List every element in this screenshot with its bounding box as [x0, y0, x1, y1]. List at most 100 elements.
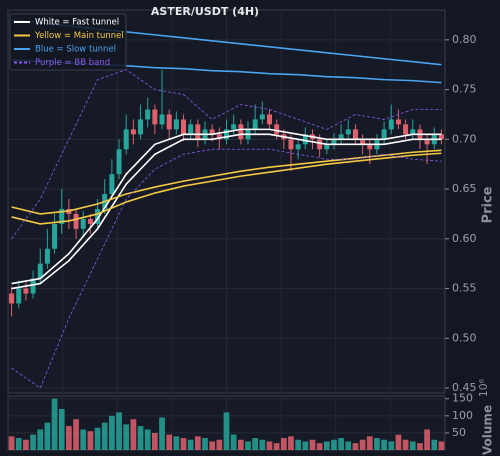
y-tick-label: 0.65 [452, 182, 477, 195]
candle-body [152, 109, 158, 125]
tunnel-line [11, 133, 442, 290]
candle-body [195, 124, 201, 140]
volume-axis-label: Volume [481, 405, 495, 455]
volume-bar [438, 441, 445, 450]
candle-body [302, 134, 308, 145]
candle-body [109, 174, 115, 195]
candle-body [188, 124, 194, 135]
legend: White = Fast tunnel Yellow = Main tunnel B… [9, 13, 127, 71]
volume-bar [295, 439, 302, 450]
volume-bar [424, 429, 430, 450]
volume-bar [280, 438, 287, 450]
volume-bar [352, 443, 359, 450]
volume-bar [166, 434, 173, 450]
legend-label: Yellow = Main tunnel [34, 31, 124, 41]
volume-bar [202, 438, 208, 450]
candle-body [295, 144, 301, 150]
candle-body [123, 129, 129, 150]
candle-body [259, 114, 265, 120]
legend-label: Blue = Slow tunnel [35, 45, 116, 55]
candle-body [331, 139, 337, 145]
volume-bar [237, 439, 244, 450]
volume-bar [87, 431, 94, 450]
tunnel-line [11, 69, 442, 240]
volume-bar [94, 427, 101, 450]
candle-body [338, 134, 344, 140]
candle-body [166, 114, 172, 130]
volume-bar [187, 439, 194, 450]
candle-body [252, 119, 258, 130]
volume-bar [101, 422, 108, 450]
y-tick-label: 0.60 [452, 232, 477, 245]
y-tick-label: 50 [452, 426, 466, 439]
volume-bar [259, 439, 266, 450]
y-tick-label: 150 [452, 392, 473, 405]
candle-body [367, 144, 373, 150]
candle-body [410, 129, 416, 135]
candle-body [216, 134, 222, 140]
tunnel-line [11, 152, 442, 225]
volume-bar [273, 443, 280, 450]
y-tick-label: 0.50 [452, 331, 477, 344]
volume-bar [216, 439, 223, 450]
volume-bar [44, 422, 51, 450]
candle-body [360, 139, 366, 145]
legend-box [9, 13, 127, 71]
candle-body [324, 144, 330, 150]
volume-bar [159, 417, 165, 450]
volume-bar [431, 439, 438, 450]
volume-bar [302, 441, 309, 450]
volume-bar [173, 436, 180, 450]
chart-title: ASTER/USDT (4H) [151, 5, 259, 18]
candle-body [317, 139, 323, 150]
candle-body [231, 124, 237, 130]
candle-body [438, 134, 444, 140]
volume-bar [109, 415, 115, 450]
marks [8, 19, 445, 450]
candle-body [181, 119, 187, 135]
volume-bar [30, 434, 36, 450]
volume-bar [245, 441, 251, 450]
volume-bar [151, 432, 158, 450]
candle-body [288, 139, 294, 150]
volume-bar [116, 412, 122, 450]
volume-bar [66, 426, 72, 450]
candle-body [173, 119, 179, 130]
candle-body [16, 288, 22, 304]
volume-bar [316, 443, 323, 450]
volume-bar [381, 439, 387, 450]
tunnel-line [11, 149, 442, 215]
volume-bar [180, 438, 187, 450]
candle-body [223, 129, 230, 140]
volume-bar [73, 419, 79, 450]
legend-label: Purple = BB band [35, 58, 110, 68]
y-tick-label: 0.75 [452, 83, 477, 96]
candle-body [395, 119, 401, 125]
volume-bar [252, 438, 259, 450]
volume-bar [366, 436, 373, 450]
volume-bar [123, 424, 130, 450]
volume-bar [331, 439, 337, 450]
volume-bar [309, 439, 316, 450]
y-tick-label: 0.45 [452, 381, 477, 394]
volume-bar [130, 419, 137, 450]
volume-bar [266, 441, 273, 450]
candle-body [274, 124, 280, 135]
volume-bar [338, 438, 344, 450]
volume-bar [359, 439, 366, 450]
candle-body [9, 293, 15, 304]
y-axis-label: Price [481, 186, 496, 223]
y-tick-label: 100 [452, 409, 473, 422]
legend-label: White = Fast tunnel [35, 18, 119, 28]
candle-body [80, 218, 86, 229]
candle-body [238, 124, 244, 140]
candle-body [345, 129, 351, 135]
volume-bar [23, 439, 29, 450]
volume-bar [288, 436, 294, 450]
volume-bar [223, 412, 230, 450]
volume-bar [137, 426, 144, 450]
candle-body [352, 129, 358, 140]
candle-body [44, 248, 50, 264]
candle-body [87, 218, 93, 224]
